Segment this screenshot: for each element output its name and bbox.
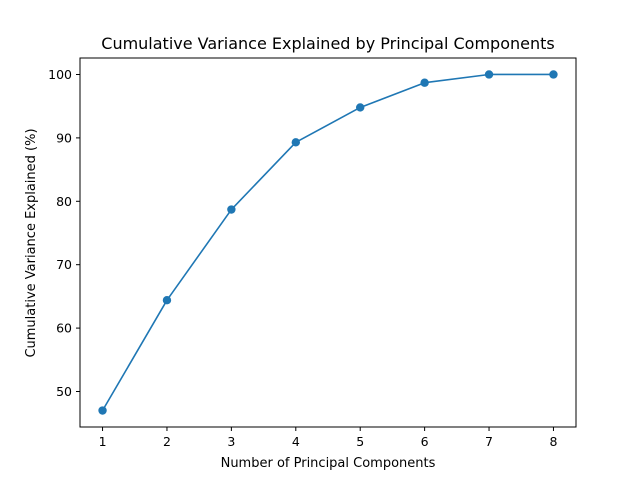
data-point [227, 205, 236, 214]
data-point [356, 103, 365, 112]
x-tick-label: 1 [99, 434, 107, 449]
data-point [98, 406, 107, 415]
data-point [420, 78, 429, 87]
x-tick-label: 2 [163, 434, 171, 449]
x-tick-label: 4 [292, 434, 300, 449]
data-point [291, 138, 300, 147]
data-point [549, 70, 558, 79]
x-tick-label: 7 [485, 434, 493, 449]
x-tick-label: 3 [227, 434, 235, 449]
x-tick-label: 8 [549, 434, 557, 449]
y-tick-label: 80 [56, 194, 72, 209]
y-axis-label: Cumulative Variance Explained (%) [24, 128, 39, 357]
y-tick-label: 100 [48, 67, 72, 82]
y-tick-label: 50 [56, 384, 72, 399]
x-tick-label: 6 [421, 434, 429, 449]
data-point [162, 295, 172, 305]
chart-title: Cumulative Variance Explained by Princip… [101, 34, 554, 53]
x-axis-label: Number of Principal Components [221, 456, 436, 471]
axes-frame [79, 57, 577, 428]
data-point [484, 70, 494, 79]
y-tick-label: 90 [56, 130, 72, 145]
series-line [101, 73, 554, 411]
y-tick-label: 60 [56, 321, 72, 336]
y-tick-label: 70 [56, 257, 72, 272]
plot-area: 1 2 3 4 5 6 7 8 50 60 70 80 90 100 [48, 57, 577, 449]
x-tick-label: 5 [356, 434, 364, 449]
